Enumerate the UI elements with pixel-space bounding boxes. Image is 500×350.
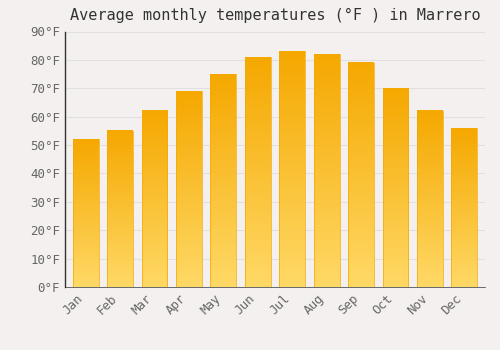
Bar	[176, 91, 202, 287]
Bar	[348, 63, 374, 287]
Bar	[314, 54, 340, 287]
Bar	[107, 131, 133, 287]
Bar	[210, 74, 236, 287]
Bar	[382, 88, 408, 287]
Bar	[142, 111, 168, 287]
Bar	[245, 57, 270, 287]
Bar	[452, 128, 477, 287]
Title: Average monthly temperatures (°F ) in Marrero: Average monthly temperatures (°F ) in Ma…	[70, 8, 480, 23]
Bar	[280, 51, 305, 287]
Bar	[72, 139, 99, 287]
Bar	[417, 111, 443, 287]
